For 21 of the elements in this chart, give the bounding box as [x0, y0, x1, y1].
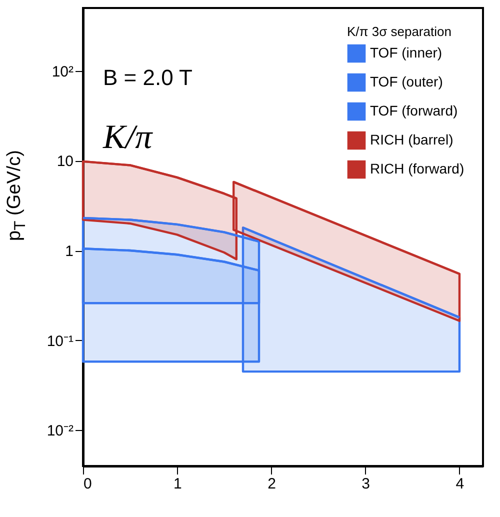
line-series [82, 216, 260, 243]
y-tick-label: 10⁻² [46, 422, 74, 440]
legend-label: TOF (outer) [370, 74, 443, 90]
annotation: B = 2.0 T [103, 65, 192, 90]
legend-label: RICH (forward) [370, 160, 464, 176]
legend-title: K/π 3σ separation [347, 24, 452, 39]
x-tick-label: 4 [456, 476, 464, 492]
x-tick-label: 2 [268, 476, 276, 492]
y-tick-label: 1 [65, 243, 74, 260]
x-tick-label: 0 [84, 476, 92, 492]
x-tick-label: 1 [173, 476, 182, 492]
annotation: K/π [102, 119, 154, 156]
y-tick-label: 10 [56, 153, 74, 170]
legend-label: TOF (inner) [370, 44, 442, 60]
line-series [82, 160, 238, 200]
line-series [82, 248, 260, 272]
x-tick-label: 3 [362, 476, 370, 492]
legend-label: TOF (forward) [370, 102, 458, 118]
legend-label: RICH (barrel) [370, 132, 454, 148]
y-tick-label: 10² [52, 63, 74, 80]
y-tick-label: 10⁻¹ [46, 332, 74, 350]
